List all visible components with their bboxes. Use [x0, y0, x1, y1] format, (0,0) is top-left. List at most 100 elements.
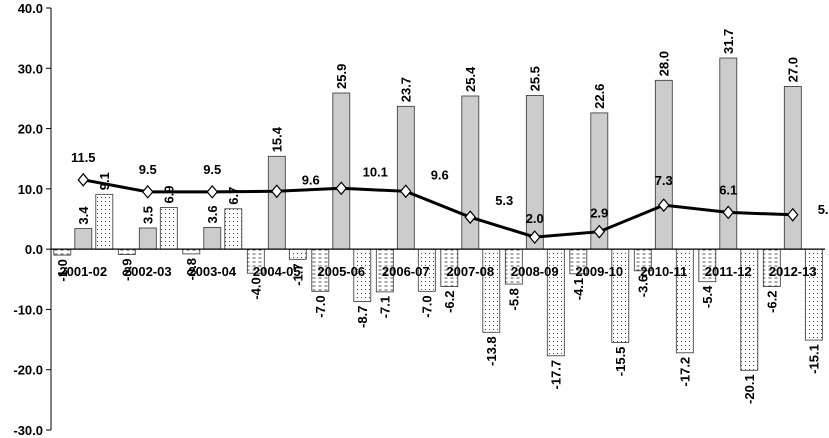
bar-value-label: -15.5	[613, 347, 628, 377]
line-point-marker	[528, 230, 541, 245]
line-value-label: 9.5	[203, 162, 221, 177]
x-category-label: 2002-03	[124, 264, 172, 279]
bar-solid-grey	[267, 155, 286, 250]
bar-value-label: -17.2	[678, 357, 693, 387]
line-value-label: 10.1	[363, 164, 388, 179]
y-tick-label: -30.0	[13, 423, 43, 438]
bar-value-label: -4.1	[571, 278, 586, 300]
bar-dots	[611, 248, 630, 343]
bar-value-label: 25.9	[334, 64, 349, 89]
x-category-label: 2003-04	[188, 264, 236, 279]
bar-value-label: -3.6	[636, 275, 651, 297]
labels-layer: -1.0 -0.9 -0.8 -4.0 -7.0 -7.1 -6.2 -5.8 -4.1 -3.6…	[55, 29, 829, 404]
bar-value-label: -20.1	[742, 374, 757, 404]
bar-value-label: -7.0	[313, 295, 328, 317]
bar-value-label: -17.7	[549, 360, 564, 390]
bar-value-label: -5.4	[700, 285, 715, 308]
bar-value-label: -13.8	[484, 336, 499, 366]
line-point-marker	[593, 224, 606, 239]
y-tick-label: -20.0	[13, 363, 43, 378]
bar-value-label: 22.6	[592, 84, 607, 109]
line-value-label: 5.3	[495, 193, 513, 208]
x-category-label: 2004-05	[253, 264, 301, 279]
bar-value-label: 15.4	[270, 126, 285, 152]
y-tick-label: 0.0	[25, 242, 43, 257]
line-point-marker	[657, 198, 670, 213]
line-point-marker	[722, 205, 735, 220]
line-point-marker	[141, 184, 154, 199]
line-value-label: 7.3	[655, 173, 673, 188]
line-point-marker	[77, 172, 90, 187]
line-value-label: 5.7	[818, 202, 829, 217]
bar-dots	[288, 248, 307, 260]
y-tick-label: -10.0	[13, 302, 43, 317]
line-value-label: 2.0	[526, 211, 544, 226]
line-point-marker	[464, 210, 477, 225]
x-category-label: 2012-13	[769, 264, 817, 279]
bar-dashes	[182, 248, 201, 255]
bar-value-label: 6.7	[226, 187, 241, 205]
line-value-label: 9.5	[139, 162, 157, 177]
bar-dots	[159, 207, 178, 250]
bar-value-label: -8.7	[355, 306, 370, 328]
bar-value-label: -1.0	[55, 259, 70, 281]
line-value-label: 2.9	[590, 206, 608, 221]
line-series-path	[83, 178, 793, 239]
bar-value-label: 3.4	[76, 206, 91, 225]
bar-value-label: 31.7	[721, 29, 736, 54]
bar-solid-grey	[654, 79, 673, 250]
bar-value-label: 6.9	[162, 185, 177, 203]
bars-layer	[53, 57, 823, 371]
bar-value-label: 25.4	[463, 66, 478, 92]
bar-dashes	[53, 248, 72, 256]
bar-value-label: 3.6	[205, 205, 220, 223]
x-category-label: 2009-10	[575, 264, 623, 279]
line-value-label: 9.6	[302, 172, 320, 187]
x-category-label: 2006-07	[382, 264, 430, 279]
line-point-marker	[786, 207, 799, 222]
bar-value-label: 25.5	[528, 66, 543, 91]
bar-value-label: -0.9	[120, 259, 135, 281]
bar-dots	[224, 208, 243, 250]
x-category-label: 2007-08	[446, 264, 494, 279]
y-tick-label: 30.0	[18, 61, 43, 76]
bar-value-label: -7.0	[420, 295, 435, 317]
line-point-marker	[270, 184, 283, 199]
bar-solid-grey	[396, 105, 415, 250]
axes-layer: -30.0 -20.0 -10.0 0.0 10.0 20.0 30.0 40.0	[13, 1, 52, 438]
bar-value-label: 28.0	[657, 51, 672, 76]
line-value-label: 6.1	[719, 182, 737, 197]
line-point-marker	[335, 181, 348, 196]
line-value-label: 11.5	[71, 150, 96, 165]
bar-solid-grey	[461, 95, 480, 250]
x-category-label: 2008-09	[511, 264, 559, 279]
bar-dots	[95, 193, 114, 250]
y-tick-label: 10.0	[18, 182, 43, 197]
line-series-layer	[77, 172, 799, 245]
bar-solid-grey	[332, 92, 351, 250]
bar-value-label: -6.2	[765, 291, 780, 313]
bar-value-label: -0.8	[184, 258, 199, 280]
y-tick-label: 20.0	[18, 122, 43, 137]
bar-value-label: 3.5	[141, 206, 156, 224]
bar-value-label: 27.0	[786, 57, 801, 82]
bar-solid-grey	[719, 57, 738, 250]
line-point-marker	[399, 184, 412, 199]
bar-value-label: 9.1	[97, 172, 112, 190]
line-point-marker	[206, 184, 219, 199]
bar-solid-grey	[74, 228, 93, 250]
line-value-label: 9.6	[431, 167, 449, 182]
x-category-label: 2005-06	[317, 264, 365, 279]
bar-dashes	[117, 248, 136, 255]
x-category-label: 2011-12	[705, 264, 752, 279]
bar-value-label: -1.7	[291, 263, 306, 285]
bar-value-label: -5.8	[507, 288, 522, 310]
y-tick-label: 40.0	[18, 1, 43, 16]
x-category-label: 2010-11	[640, 264, 687, 279]
bar-value-label: -4.0	[249, 277, 264, 299]
bar-dots	[482, 248, 501, 333]
x-category-label: 2001-02	[59, 264, 107, 279]
bar-value-label: -7.1	[378, 296, 393, 318]
bar-value-label: 23.7	[399, 77, 414, 102]
